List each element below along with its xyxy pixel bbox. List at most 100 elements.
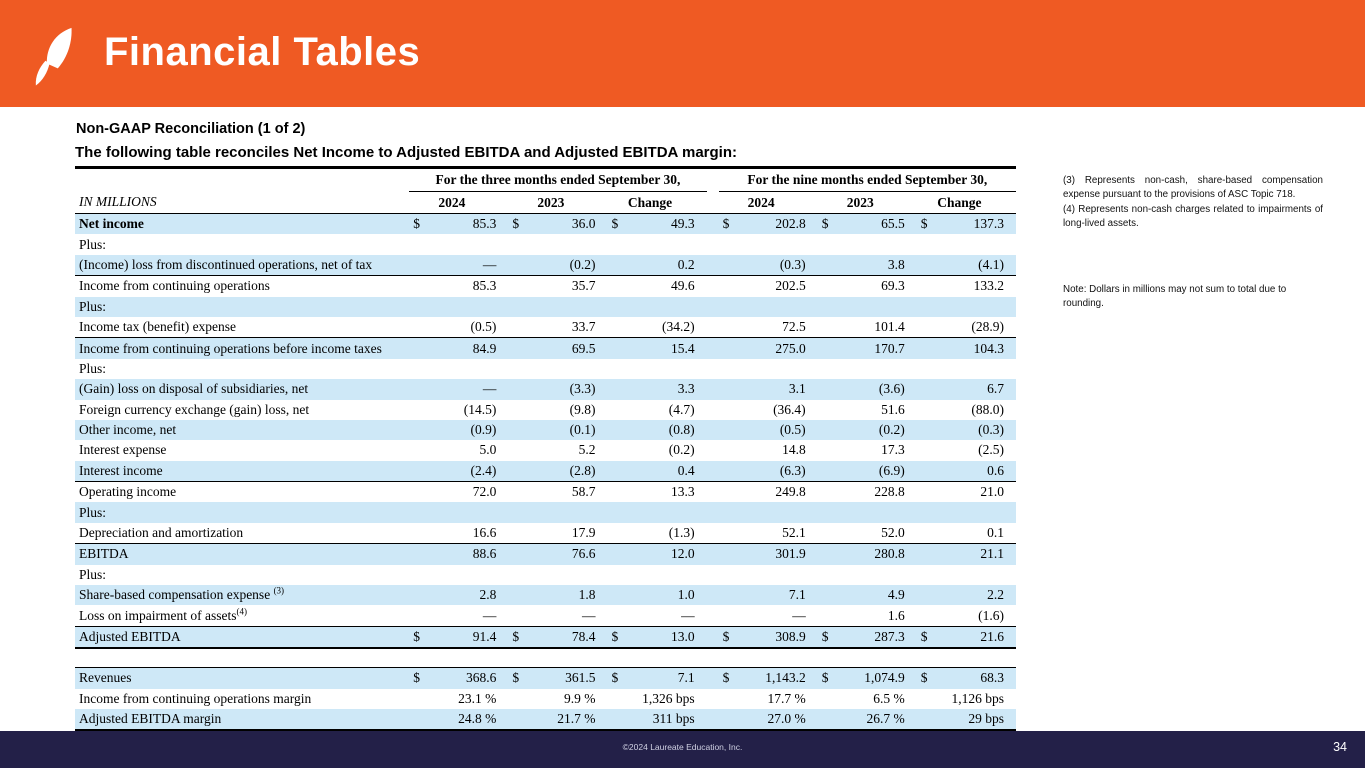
cell-value: 91.4 [431, 625, 509, 650]
row-label: Share-based compensation expense (3) [75, 585, 410, 606]
currency-sign [719, 317, 741, 338]
cell-value: (0.2) [668, 442, 695, 458]
cell-value: 76.6 [530, 543, 608, 565]
cell-value: 26.7 % [839, 708, 917, 732]
currency-sign [817, 502, 840, 523]
row-label: Foreign currency exchange (gain) loss, n… [79, 401, 310, 417]
currency-sign: $ [607, 213, 630, 235]
cell-value: 21.6 [938, 625, 1016, 650]
cell-value: 4.9 [839, 585, 917, 606]
cell-value: (9.8) [569, 401, 596, 417]
row-label: Plus: [79, 566, 107, 582]
cell-value: 7.1 [740, 585, 818, 606]
col-header-2024: 2024 [409, 191, 509, 214]
currency-sign: $ [817, 213, 840, 235]
table-body: Net income $85.3 $36.0 $49.3 $202.8 $65.5 $137… [75, 213, 1016, 732]
cell-value: 58.7 [530, 481, 608, 503]
currency-sign [508, 379, 531, 400]
cell-value: 133.2 [938, 275, 1016, 297]
currency-sign: $ [817, 625, 840, 650]
currency-sign [817, 585, 840, 606]
currency-sign [409, 605, 431, 626]
row-label: Income from continuing operations margin [79, 690, 312, 706]
currency-sign [508, 419, 531, 441]
cell-value: 137.3 [938, 213, 1016, 235]
cell-value: 3.3 [629, 379, 707, 400]
cell-value: 33.7 [571, 319, 596, 335]
cell-value: 301.9 [740, 543, 818, 565]
footnotes: (3) Represents non-cash, share-based com… [1063, 174, 1323, 232]
currency-sign [508, 275, 531, 297]
table-row: Interest income (2.4) (2.8) 0.4 (6.3) (6.9) 0.… [75, 460, 1016, 482]
table-row: Net income $85.3 $36.0 $49.3 $202.8 $65.5 $137… [75, 213, 1016, 235]
currency-sign [607, 502, 630, 523]
cell-value [740, 296, 818, 317]
currency-sign [607, 565, 629, 585]
currency-sign [607, 400, 629, 420]
currency-sign [916, 585, 939, 606]
currency-sign [508, 440, 530, 460]
currency-sign [607, 481, 630, 503]
currency-sign [719, 234, 741, 254]
currency-sign [917, 440, 939, 460]
currency-sign [718, 337, 741, 359]
currency-sign [409, 317, 431, 338]
currency-sign [409, 400, 431, 420]
cell-value: (0.1) [530, 419, 608, 441]
cell-value [431, 359, 508, 379]
page-number: 34 [1333, 740, 1347, 754]
currency-sign [916, 543, 939, 565]
cell-value: 27.0 % [740, 708, 818, 732]
row-label: Plus: [75, 296, 410, 317]
currency-sign [917, 565, 939, 585]
table-row: Plus: [75, 502, 1016, 523]
currency-sign: $ [508, 213, 531, 235]
currency-sign [818, 523, 840, 544]
currency-sign [916, 379, 939, 400]
currency-sign [718, 379, 741, 400]
table-row: Depreciation and amortization 16.6 17.9 (1.… [75, 523, 1016, 544]
currency-sign [508, 317, 530, 338]
currency-sign [409, 234, 431, 254]
cell-value: 51.6 [881, 401, 905, 417]
cell-value: (88.0) [971, 401, 1004, 417]
currency-sign [409, 440, 431, 460]
cell-value [741, 359, 818, 379]
currency-sign [508, 234, 530, 254]
cell-value: (1.6) [978, 607, 1004, 623]
col-header-change: Change [916, 191, 1016, 214]
cell-value: 68.3 [938, 667, 1016, 689]
cell-value: (4.1) [938, 254, 1016, 276]
row-label: Income from continuing operations before… [75, 337, 410, 359]
currency-sign [818, 359, 840, 379]
cell-value [629, 296, 707, 317]
currency-sign [817, 275, 840, 297]
cell-value: 0.1 [987, 525, 1004, 541]
table-row: Operating income 72.0 58.7 13.3 249.8 228.8 21… [75, 481, 1016, 503]
currency-sign: $ [607, 667, 630, 689]
cell-value [938, 296, 1016, 317]
table-row: Income tax (benefit) expense (0.5) 33.7 (34… [75, 317, 1016, 338]
cell-value: 2.2 [938, 585, 1016, 606]
currency-sign [607, 234, 629, 254]
cell-value: (36.4) [773, 401, 806, 417]
currency-sign [916, 708, 939, 732]
table-row: Share-based compensation expense (3) 2.8 1… [75, 585, 1016, 606]
cell-value: 49.3 [629, 213, 707, 235]
currency-sign [409, 359, 431, 379]
footer-bar: ©2024 Laureate Education, Inc. 34 [0, 731, 1365, 768]
cell-value [530, 565, 607, 585]
cell-value [939, 234, 1016, 254]
cell-value: 85.3 [431, 275, 509, 297]
row-label: Income tax (benefit) expense [79, 319, 237, 335]
currency-sign [409, 689, 431, 709]
currency-sign [718, 419, 741, 441]
table-row: EBITDA 88.6 76.6 12.0 301.9 280.8 21.1 [75, 543, 1016, 565]
cell-value: 29 bps [938, 708, 1016, 732]
currency-sign [409, 708, 432, 732]
currency-sign [818, 317, 840, 338]
currency-sign [508, 460, 531, 482]
currency-sign [916, 502, 939, 523]
col-header-2023: 2023 [817, 191, 917, 214]
cell-value: 0.6 [938, 460, 1016, 482]
